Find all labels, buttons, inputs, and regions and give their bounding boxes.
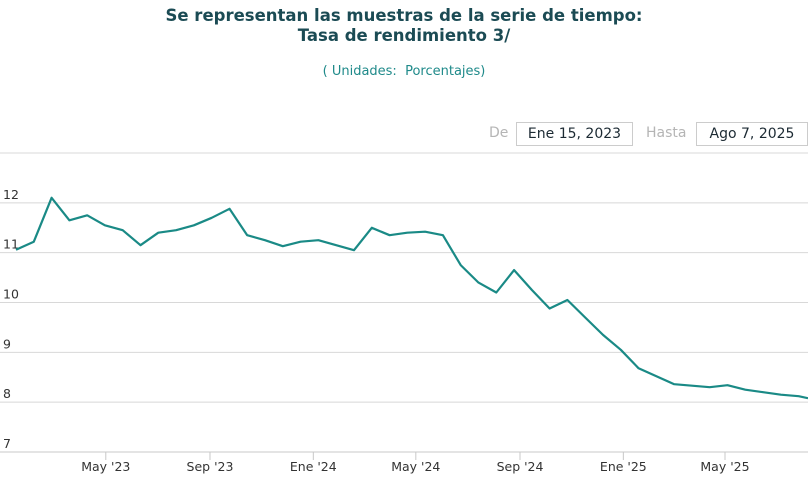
data-point[interactable] — [102, 222, 108, 228]
range-to-label: Hasta — [646, 125, 687, 141]
data-point[interactable] — [511, 267, 517, 273]
range-from-input[interactable]: Ene 15, 2023 — [516, 122, 633, 146]
data-point[interactable] — [387, 232, 393, 238]
data-point[interactable] — [778, 392, 784, 398]
data-point[interactable] — [475, 280, 481, 286]
data-point[interactable] — [440, 232, 446, 238]
x-tick-label: Sep '24 — [497, 459, 544, 474]
data-point[interactable] — [458, 262, 464, 268]
data-point[interactable] — [262, 237, 268, 243]
x-tick-label: Sep '23 — [187, 459, 234, 474]
data-point[interactable] — [244, 232, 250, 238]
range-from-label: De — [489, 125, 509, 141]
data-point[interactable] — [796, 393, 802, 399]
data-point[interactable] — [155, 230, 161, 236]
y-tick-label: 7 — [3, 436, 11, 451]
y-tick-label: 12 — [3, 187, 19, 202]
chart-title-line-2: Tasa de rendimiento 3/ — [297, 26, 511, 45]
data-point[interactable] — [173, 227, 179, 233]
data-point[interactable] — [351, 247, 357, 253]
data-point[interactable] — [529, 287, 535, 293]
data-point[interactable] — [636, 365, 642, 371]
data-point[interactable] — [760, 389, 766, 395]
data-point[interactable] — [689, 383, 695, 389]
y-tick-label: 11 — [3, 237, 19, 252]
data-point[interactable] — [618, 347, 624, 353]
data-point[interactable] — [84, 212, 90, 218]
range-to-input[interactable]: Ago 7, 2025 — [696, 122, 808, 146]
x-tick-label: May '23 — [81, 459, 130, 474]
series-group — [13, 195, 808, 400]
data-point[interactable] — [31, 239, 37, 245]
data-point[interactable] — [49, 195, 55, 201]
data-point[interactable] — [404, 230, 410, 236]
data-point[interactable] — [315, 237, 321, 243]
data-point[interactable] — [333, 242, 339, 248]
data-point[interactable] — [369, 225, 375, 231]
data-point[interactable] — [582, 314, 588, 320]
grid-lines — [0, 152, 808, 453]
x-tick-label: Ene '24 — [290, 459, 337, 474]
data-point[interactable] — [725, 382, 731, 388]
y-tick-label: 9 — [3, 336, 11, 351]
chart-title: Se representan las muestras de la serie … — [0, 6, 808, 46]
chart-title-line-1: Se representan las muestras de la serie … — [165, 6, 643, 25]
data-point[interactable] — [120, 227, 126, 233]
x-tick-label: May '25 — [700, 459, 749, 474]
series-line — [15, 196, 808, 400]
data-point[interactable] — [653, 373, 659, 379]
data-point[interactable] — [707, 384, 713, 390]
y-tick-label: 8 — [3, 386, 11, 401]
x-tick-label: May '24 — [391, 459, 440, 474]
data-point[interactable] — [547, 305, 553, 311]
x-axis-ticks: May '23 Sep '23 Ene '24 May '24 Sep '24 Ene '… — [81, 452, 750, 474]
data-point[interactable] — [564, 297, 570, 303]
data-point[interactable] — [600, 332, 606, 338]
y-tick-label: 10 — [3, 287, 19, 302]
data-point[interactable] — [298, 239, 304, 245]
data-point[interactable] — [191, 222, 197, 228]
data-point[interactable] — [66, 217, 72, 223]
data-point[interactable] — [280, 243, 286, 249]
data-point[interactable] — [209, 215, 215, 221]
data-point[interactable] — [493, 290, 499, 296]
chart-subtitle: ( Unidades: Porcentajes) — [322, 64, 486, 79]
data-point[interactable] — [226, 206, 232, 212]
data-point[interactable] — [422, 229, 428, 235]
data-point[interactable] — [138, 242, 144, 248]
data-point[interactable] — [13, 247, 19, 253]
data-point[interactable] — [671, 381, 677, 387]
data-point[interactable] — [742, 387, 748, 393]
x-tick-label: Ene '25 — [600, 459, 647, 474]
y-axis-ticks: 7 8 9 10 11 12 — [3, 187, 19, 451]
